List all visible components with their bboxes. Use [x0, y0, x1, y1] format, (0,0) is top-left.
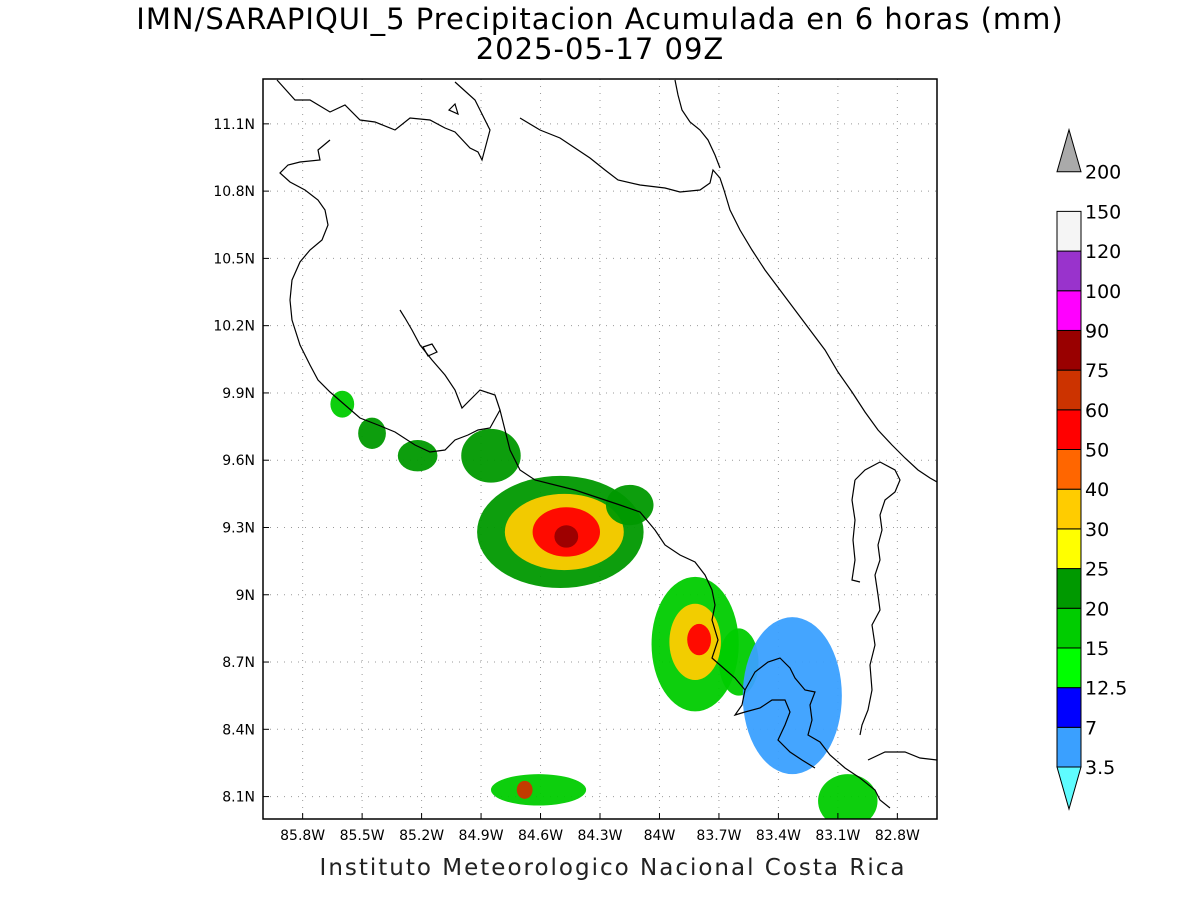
lon-tick-label: 85.8W — [280, 828, 325, 844]
lon-tick-label: 83.4W — [756, 828, 801, 844]
legend-label: 60 — [1085, 400, 1109, 422]
legend-swatch — [1056, 369, 1082, 411]
caribbean-coastline — [723, 189, 937, 483]
legend-swatch — [1056, 409, 1082, 450]
legend-label: 200 — [1085, 162, 1121, 184]
legend-swatch — [1056, 687, 1082, 728]
legend-label: 50 — [1085, 440, 1109, 462]
legend-swatch — [1056, 647, 1082, 689]
legend-swatch — [1056, 329, 1082, 371]
color-legend: 3.5 7 12.5 15 20 25 30 40 50 60 75 90 100 120 150 200 — [1056, 127, 1127, 811]
northern-rio-coast — [674, 79, 721, 169]
legend-label: 15 — [1085, 638, 1109, 660]
precip-cell — [687, 623, 712, 656]
gulf-of-nicoya-coast — [279, 139, 501, 453]
legend-label: 120 — [1085, 241, 1121, 263]
lon-tick-label: 85.2W — [399, 828, 444, 844]
legend-label: 90 — [1085, 320, 1109, 342]
lon-tick-label: 82.8W — [875, 828, 920, 844]
precip-cell — [461, 428, 521, 483]
lon-tick-label: 83.7W — [696, 828, 741, 844]
legend-label: 25 — [1085, 559, 1109, 581]
legend-label: 30 — [1085, 519, 1109, 541]
credit-line: Instituto Meteorologico Nacional Costa R… — [319, 855, 907, 881]
precip-cell — [554, 525, 579, 548]
coastline — [276, 79, 937, 809]
legend-label: 3.5 — [1085, 757, 1115, 779]
longitude-labels: 85.8W 85.5W 85.2W 84.9W 84.6W 84.3W 84W 83.7W 83… — [280, 813, 920, 844]
lat-tick-label: 9.3N — [222, 520, 255, 536]
nicoya-gulf-island — [422, 343, 438, 357]
eastern-coast-tail — [867, 751, 937, 761]
lon-tick-label: 84.3W — [577, 828, 622, 844]
central-pacific-coast — [499, 409, 891, 809]
precip-cell — [818, 774, 878, 819]
precip-cell — [742, 617, 842, 775]
panama-border — [854, 461, 901, 736]
legend-swatch — [1056, 766, 1082, 811]
precip-field — [330, 390, 878, 819]
lon-tick-label: 84.6W — [518, 828, 563, 844]
legend-swatch — [1056, 726, 1082, 768]
legend-swatch — [1056, 568, 1082, 609]
pacific-coastline — [276, 79, 725, 193]
lat-tick-label: 9.9N — [222, 386, 255, 402]
precip-cell — [490, 774, 587, 806]
legend-label: 100 — [1085, 281, 1121, 303]
legend-swatch — [1056, 127, 1082, 173]
map-date: 2025-05-17 09Z — [475, 32, 725, 66]
lat-tick-label: 8.7N — [222, 655, 255, 671]
legend-swatch — [1056, 528, 1082, 570]
legend-swatch — [1056, 607, 1082, 649]
latitude-labels: 11.1N 10.8N 10.5N 10.2N 9.9N 9.6N 9.3N 9N 8.7N 8.… — [213, 117, 269, 806]
lat-tick-label: 8.1N — [222, 790, 255, 806]
panama-border-2 — [851, 479, 861, 583]
lat-tick-label: 10.2N — [213, 319, 255, 335]
lat-tick-label: 11.1N — [213, 117, 255, 133]
lat-tick-label: 9N — [236, 588, 255, 604]
legend-label: 12.5 — [1085, 678, 1127, 700]
legend-label: 20 — [1085, 598, 1109, 620]
lake-nicaragua-islet — [447, 102, 459, 116]
precip-cell — [605, 484, 654, 526]
legend-swatch — [1056, 290, 1082, 331]
precip-cell — [516, 780, 533, 799]
legend-swatch — [1056, 488, 1082, 530]
lon-tick-label: 84.9W — [459, 828, 504, 844]
lat-tick-label: 9.6N — [222, 453, 255, 469]
legend-label: 7 — [1085, 717, 1097, 739]
legend-swatch — [1056, 250, 1082, 292]
map-title: IMN/SARAPIQUI_5 Precipitacion Acumulada … — [136, 2, 1064, 36]
lon-tick-label: 85.5W — [340, 828, 385, 844]
lat-tick-label: 10.5N — [213, 251, 255, 267]
legend-label: 40 — [1085, 479, 1109, 501]
legend-swatch — [1056, 210, 1082, 252]
lon-tick-label: 83.1W — [815, 828, 860, 844]
legend-label: 150 — [1085, 201, 1121, 223]
legend-swatch — [1056, 449, 1082, 490]
osa-peninsula-coast — [733, 689, 816, 769]
legend-label: 75 — [1085, 360, 1109, 382]
precip-cell — [397, 440, 438, 472]
lat-tick-label: 8.4N — [222, 722, 255, 738]
lat-tick-label: 10.8N — [213, 184, 255, 200]
lon-tick-label: 84W — [644, 828, 676, 844]
